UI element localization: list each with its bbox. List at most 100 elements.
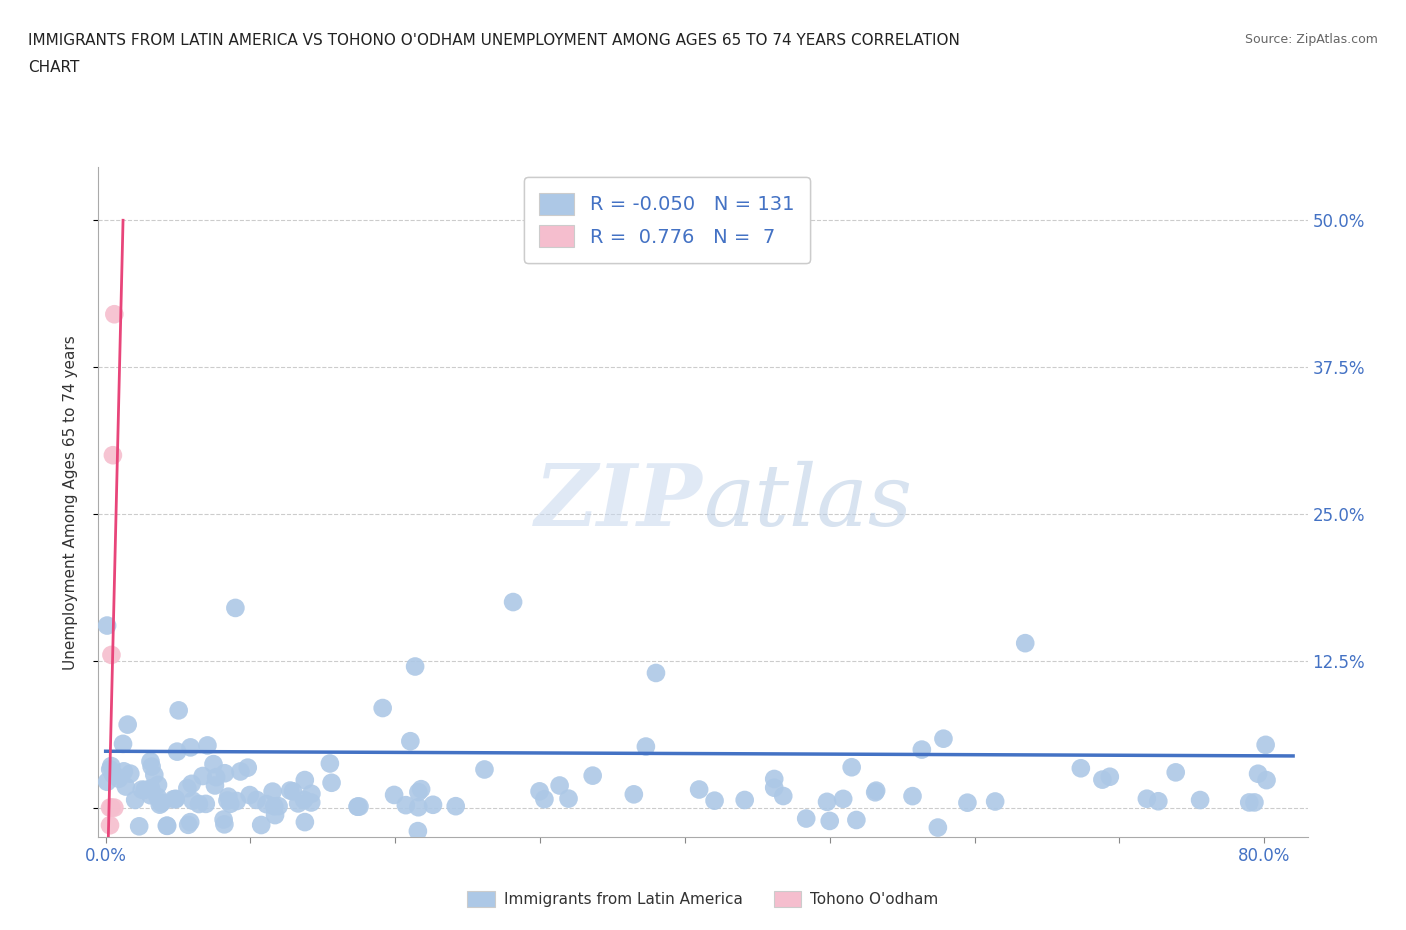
Point	[165, 791, 187, 806]
Point	[101, 447, 124, 462]
Point	[156, 818, 179, 833]
Point	[150, 795, 173, 810]
Point	[1091, 772, 1114, 787]
Point	[146, 777, 169, 792]
Point	[239, 788, 262, 803]
Point	[832, 791, 855, 806]
Point	[1098, 769, 1121, 784]
Point	[177, 817, 200, 832]
Point	[217, 793, 239, 808]
Point	[114, 779, 136, 794]
Point	[901, 789, 924, 804]
Point	[162, 791, 184, 806]
Point	[112, 737, 135, 751]
Point	[229, 764, 252, 779]
Point	[179, 740, 201, 755]
Point	[763, 772, 786, 787]
Point	[98, 817, 121, 832]
Point	[294, 773, 316, 788]
Point	[103, 800, 125, 815]
Point	[256, 797, 278, 812]
Point	[108, 771, 131, 786]
Point	[956, 795, 979, 810]
Point	[865, 783, 887, 798]
Point	[143, 767, 166, 782]
Point	[176, 780, 198, 795]
Point	[225, 793, 247, 808]
Point	[181, 793, 204, 808]
Text: IMMIGRANTS FROM LATIN AMERICA VS TOHONO O'ODHAM UNEMPLOYMENT AMONG AGES 65 TO 74: IMMIGRANTS FROM LATIN AMERICA VS TOHONO …	[28, 33, 960, 47]
Point	[346, 799, 368, 814]
Point	[1136, 791, 1159, 806]
Point	[1239, 795, 1261, 810]
Point	[395, 798, 418, 813]
Point	[634, 739, 657, 754]
Point	[1070, 761, 1092, 776]
Point	[287, 796, 309, 811]
Point	[548, 778, 571, 793]
Point	[1147, 794, 1170, 809]
Point	[932, 731, 955, 746]
Point	[224, 601, 246, 616]
Point	[772, 789, 794, 804]
Point	[1256, 773, 1278, 788]
Point	[349, 799, 371, 814]
Point	[120, 766, 142, 781]
Point	[180, 777, 202, 791]
Point	[1247, 766, 1270, 781]
Point	[202, 757, 225, 772]
Point	[688, 782, 710, 797]
Point	[645, 666, 668, 681]
Point	[112, 764, 135, 778]
Point	[1243, 795, 1265, 810]
Point	[187, 797, 209, 812]
Point	[214, 765, 236, 780]
Point	[815, 794, 838, 809]
Point	[399, 734, 422, 749]
Point	[141, 759, 163, 774]
Point	[267, 799, 290, 814]
Point	[294, 815, 316, 830]
Point	[411, 782, 433, 797]
Point	[845, 813, 868, 828]
Point	[474, 762, 496, 777]
Point	[104, 768, 127, 783]
Point	[281, 784, 304, 799]
Point	[841, 760, 863, 775]
Point	[346, 799, 368, 814]
Point	[100, 647, 122, 662]
Text: Source: ZipAtlas.com: Source: ZipAtlas.com	[1244, 33, 1378, 46]
Point	[734, 792, 756, 807]
Point	[818, 814, 841, 829]
Point	[96, 775, 118, 790]
Point	[321, 776, 343, 790]
Point	[444, 799, 467, 814]
Point	[408, 800, 430, 815]
Point	[117, 717, 139, 732]
Point	[100, 800, 122, 815]
Point	[422, 797, 444, 812]
Point	[292, 792, 315, 807]
Point	[139, 788, 162, 803]
Point	[165, 791, 187, 806]
Point	[299, 786, 322, 801]
Legend: R = -0.050   N = 131, R =  0.776   N =  7: R = -0.050 N = 131, R = 0.776 N = 7	[523, 177, 810, 263]
Point	[146, 790, 169, 804]
Text: ZIP: ZIP	[536, 460, 703, 544]
Point	[763, 780, 786, 795]
Point	[167, 703, 190, 718]
Text: CHART: CHART	[28, 60, 80, 75]
Point	[927, 820, 949, 835]
Point	[502, 594, 524, 609]
Point	[124, 792, 146, 807]
Legend: Immigrants from Latin America, Tohono O'odham: Immigrants from Latin America, Tohono O'…	[461, 884, 945, 913]
Point	[166, 744, 188, 759]
Point	[371, 700, 394, 715]
Point	[131, 782, 153, 797]
Point	[262, 784, 284, 799]
Point	[382, 788, 405, 803]
Point	[533, 791, 555, 806]
Point	[212, 812, 235, 827]
Point	[149, 797, 172, 812]
Point	[794, 811, 817, 826]
